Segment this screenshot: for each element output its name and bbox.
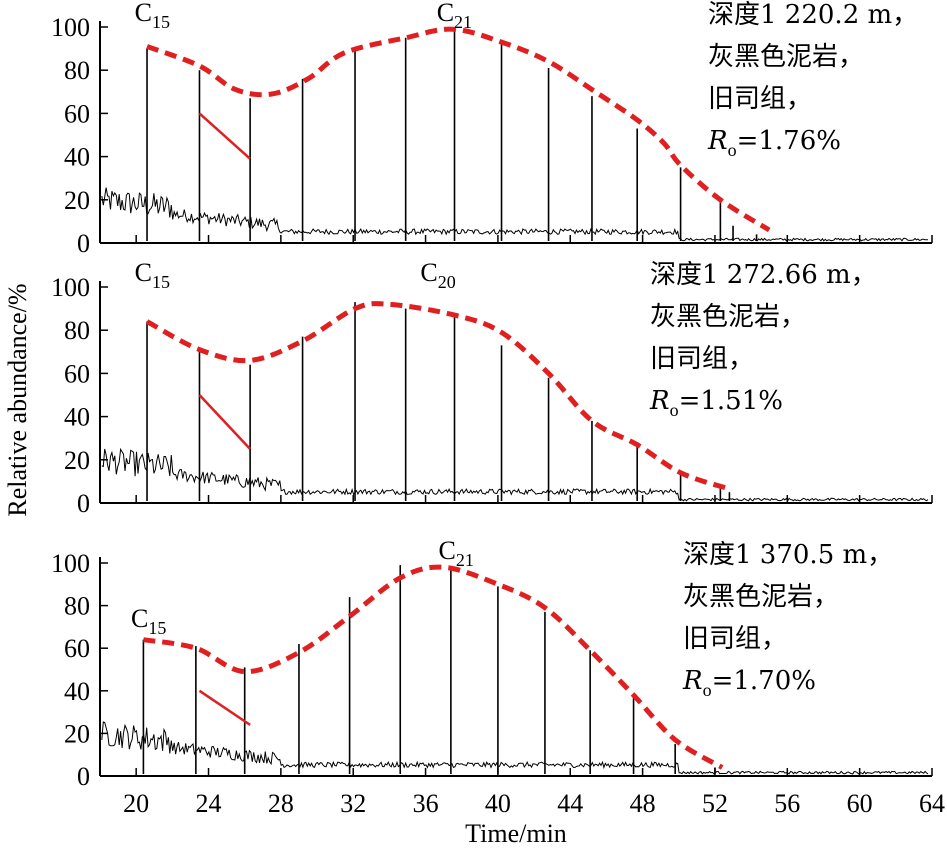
trend-line <box>198 689 251 726</box>
peak-label-main: C <box>437 0 454 27</box>
envelope-curve <box>145 301 727 491</box>
x-tick-label: 60 <box>847 789 873 818</box>
x-tick-label: 36 <box>413 789 439 818</box>
peak-label: C15 <box>131 604 166 638</box>
peak-label-main: C <box>135 0 152 27</box>
y-tick-label: 100 <box>51 13 90 42</box>
ro-value: =1.76% <box>737 126 841 156</box>
ro-subscript: o <box>670 400 679 420</box>
y-tick-label: 40 <box>64 143 90 172</box>
peak-label-sub: 15 <box>152 272 170 292</box>
x-tick-label: 20 <box>123 789 149 818</box>
ro-symbol: R <box>649 386 670 416</box>
y-tick-label: 80 <box>64 56 90 85</box>
baseline-trace <box>101 187 929 242</box>
x-tick-label: 32 <box>340 789 366 818</box>
envelope-curve <box>143 564 724 770</box>
x-tick-label: 28 <box>268 789 294 818</box>
y-tick-label: 60 <box>64 634 90 663</box>
baseline-trace <box>101 721 929 775</box>
peak-label-main: C <box>131 604 148 633</box>
annotation-line: 深度1 220.2 m， <box>708 0 918 30</box>
ro-annotation: Ro=1.76% <box>707 126 841 160</box>
y-tick-label: 20 <box>64 446 90 475</box>
y-tick-label: 0 <box>77 762 90 791</box>
x-axis-label: Time/min <box>465 819 567 848</box>
ro-symbol: R <box>682 666 703 696</box>
y-tick-label: 100 <box>51 549 90 578</box>
annotation-line: 灰黑色泥岩， <box>650 302 806 332</box>
envelope-curve <box>146 26 771 233</box>
annotation-line: 旧司组， <box>683 624 787 654</box>
peak-label-sub: 20 <box>438 272 456 292</box>
peak-label-main: C <box>439 536 456 565</box>
x-tick-label: 64 <box>919 789 945 818</box>
x-tick-label: 56 <box>774 789 800 818</box>
x-tick-label: 52 <box>702 789 728 818</box>
ro-symbol: R <box>707 126 728 156</box>
annotation-line: 旧司组， <box>708 84 812 114</box>
y-tick-label: 40 <box>64 403 90 432</box>
ro-value: =1.51% <box>679 386 783 416</box>
x-tick-label: 48 <box>630 789 656 818</box>
peak-label-main: C <box>420 258 437 287</box>
ro-annotation: Ro=1.70% <box>682 666 816 700</box>
y-tick-label: 0 <box>77 489 90 518</box>
ro-annotation: Ro=1.51% <box>649 386 783 420</box>
y-tick-label: 60 <box>64 99 90 128</box>
y-tick-label: 40 <box>64 677 90 706</box>
y-tick-label: 80 <box>64 592 90 621</box>
y-tick-label: 100 <box>51 273 90 302</box>
y-tick-label: 80 <box>64 316 90 345</box>
peak-label-sub: 15 <box>152 12 170 32</box>
y-tick-label: 0 <box>77 229 90 258</box>
baseline-trace <box>101 447 929 502</box>
peak-label: C15 <box>135 258 170 292</box>
annotation-line: 旧司组， <box>650 344 754 374</box>
peak-label: C21 <box>437 0 472 32</box>
x-tick-label: 24 <box>196 789 222 818</box>
trend-line <box>198 112 251 160</box>
ro-value: =1.70% <box>712 666 816 696</box>
annotation-line: 深度1 272.66 m， <box>650 260 877 290</box>
peak-label-main: C <box>135 258 152 287</box>
y-axis-label: Relative abundance/% <box>3 283 32 516</box>
trend-line <box>198 394 252 450</box>
peak-label: C21 <box>439 536 474 570</box>
peak-label: C20 <box>420 258 455 292</box>
annotation-line: 灰黑色泥岩， <box>683 582 839 612</box>
peak-label: C15 <box>135 0 170 32</box>
annotation-line: 灰黑色泥岩， <box>708 42 864 72</box>
annotation-line: 深度1 370.5 m， <box>683 540 893 570</box>
y-tick-label: 60 <box>64 359 90 388</box>
ro-subscript: o <box>728 140 737 160</box>
ro-subscript: o <box>703 680 712 700</box>
x-tick-label: 40 <box>485 789 511 818</box>
y-tick-label: 20 <box>64 186 90 215</box>
peak-label-sub: 15 <box>148 618 166 638</box>
y-tick-label: 20 <box>64 719 90 748</box>
x-tick-label: 44 <box>557 789 583 818</box>
peak-label-sub: 21 <box>454 12 472 32</box>
peak-label-sub: 21 <box>456 550 474 570</box>
